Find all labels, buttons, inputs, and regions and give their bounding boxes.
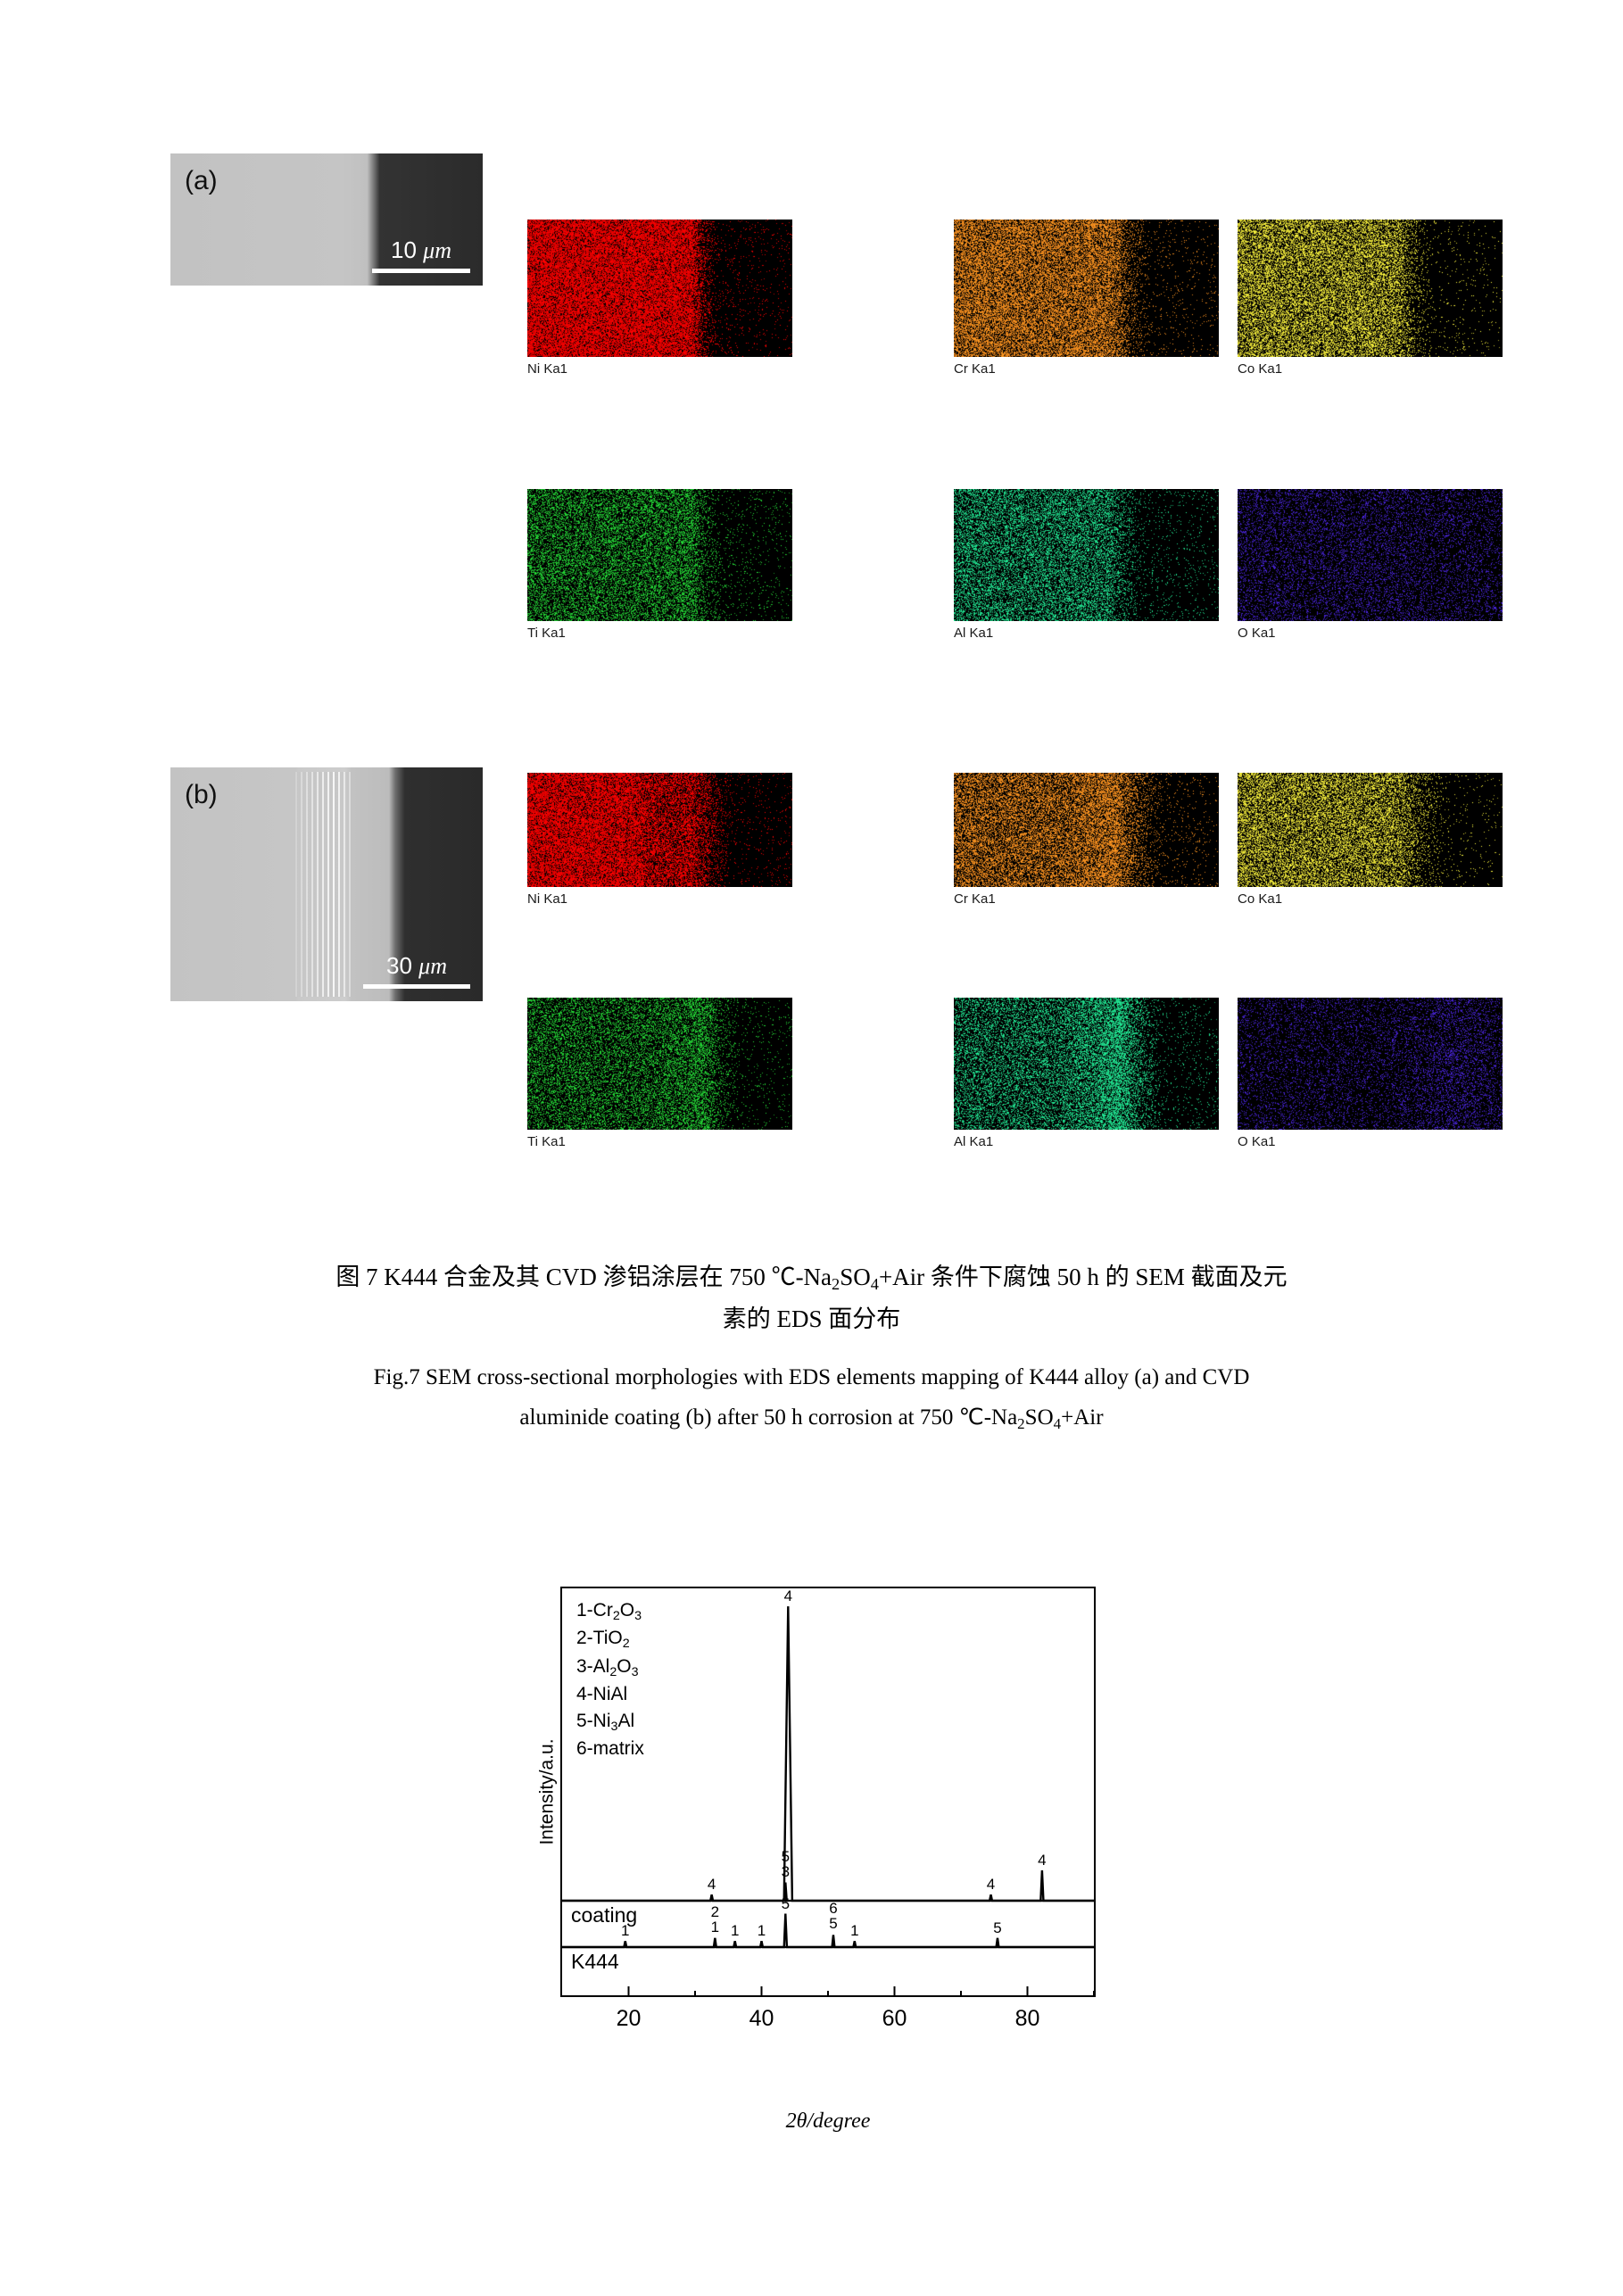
caption-en-part1: aluminide coating (b) after 50 h corrosi… bbox=[519, 1405, 1017, 1430]
xrd-chart: Intensity/a.u. 1-Cr2O3 2-TiO2 3-Al2O3 4-NiA… bbox=[560, 1587, 1096, 1997]
xrd-trace-k444 bbox=[562, 1914, 1094, 1947]
peak-label-k444-54: 1 bbox=[850, 1923, 858, 1938]
eds-map-label-al: Al Ka1 bbox=[954, 1134, 993, 1149]
caption-en-line2: aluminide coating (b) after 50 h corrosi… bbox=[263, 1397, 1361, 1438]
eds-map-label-o: O Ka1 bbox=[1238, 1134, 1276, 1149]
eds-map-al-b-3 bbox=[954, 998, 1219, 1130]
caption-cn-part1: 图 7 K444 合金及其 CVD 渗铝涂层在 750 ℃-Na bbox=[335, 1264, 832, 1290]
eds-map-cr-a-0 bbox=[954, 220, 1219, 357]
xrd-traces: 4 4 5 3 4 4 1 2 1 1 1 5 6 5 1 5 coating K444 bbox=[560, 1587, 1096, 1997]
peak-label-k444-33: 21 bbox=[711, 1904, 719, 1935]
caption-english: Fig.7 SEM cross-sectional morphologies w… bbox=[263, 1357, 1361, 1438]
xtick-80: 80 bbox=[1015, 2006, 1040, 2032]
eds-map-label-cr: Cr Ka1 bbox=[954, 361, 996, 377]
peak-label-k444-50.8: 65 bbox=[829, 1901, 837, 1931]
eds-map-grid: Ni Ka1 Cr Ka1 Co Ka1 Ti Ka1 Al Ka1 O Ka1 Ni Ka… bbox=[0, 0, 1623, 1249]
peak-label-k444-40: 1 bbox=[758, 1923, 766, 1938]
caption-en-sub1: 2 bbox=[1017, 1414, 1025, 1431]
xrd-y-axis-label: Intensity/a.u. bbox=[537, 1738, 559, 1844]
xtick-60: 60 bbox=[882, 2006, 907, 2032]
eds-map-co-a-0 bbox=[1238, 220, 1503, 357]
xrd-x-axis: 20 40 60 80 2θ/degree bbox=[560, 1997, 1096, 2149]
caption-chinese: 图 7 K444 合金及其 CVD 渗铝涂层在 750 ℃-Na2SO4+Air… bbox=[228, 1256, 1396, 1341]
figure-caption: 图 7 K444 合金及其 CVD 渗铝涂层在 750 ℃-Na2SO4+Air… bbox=[0, 1256, 1623, 1438]
eds-map-cr-b-2 bbox=[954, 773, 1219, 887]
xrd-tick-marks bbox=[560, 1983, 1096, 1997]
peak-label-coating-32.5: 4 bbox=[708, 1877, 716, 1892]
eds-map-ni-a-0 bbox=[527, 220, 792, 357]
caption-cn-line2: 素的 EDS 面分布 bbox=[228, 1298, 1396, 1340]
trace-label-k444: K444 bbox=[571, 1950, 619, 1974]
peak-label-k444-75.5: 5 bbox=[993, 1920, 1001, 1935]
caption-en-part2: SO bbox=[1025, 1405, 1054, 1430]
caption-cn-sub1: 2 bbox=[832, 1275, 840, 1293]
xtick-40: 40 bbox=[749, 2006, 774, 2032]
eds-map-label-co: Co Ka1 bbox=[1238, 891, 1282, 907]
peak-label-k444-36: 1 bbox=[731, 1923, 739, 1938]
peak-label-coating-44: 4 bbox=[784, 1588, 792, 1604]
eds-map-label-ti: Ti Ka1 bbox=[527, 626, 566, 641]
peak-label-coating-43.6: 53 bbox=[782, 1849, 790, 1879]
eds-map-label-cr: Cr Ka1 bbox=[954, 891, 996, 907]
eds-map-co-b-2 bbox=[1238, 773, 1503, 887]
caption-cn-sub2: 4 bbox=[871, 1275, 879, 1293]
eds-map-o-a-1 bbox=[1238, 489, 1503, 621]
xrd-svg bbox=[560, 1587, 1096, 1997]
eds-map-label-ni: Ni Ka1 bbox=[527, 361, 567, 377]
figure-7-eds-mapping: (a) 10 μm (b) 30 μm Ni Ka1 Cr Ka1 Co Ka1 Ti… bbox=[0, 0, 1623, 1249]
caption-en-line1: Fig.7 SEM cross-sectional morphologies w… bbox=[263, 1357, 1361, 1397]
eds-map-label-o: O Ka1 bbox=[1238, 626, 1276, 641]
eds-map-ti-a-1 bbox=[527, 489, 792, 621]
xtick-20: 20 bbox=[617, 2006, 642, 2032]
eds-map-label-al: Al Ka1 bbox=[954, 626, 993, 641]
eds-map-label-ni: Ni Ka1 bbox=[527, 891, 567, 907]
xrd-x-axis-label: 2θ/degree bbox=[560, 2110, 1096, 2134]
eds-map-ti-b-3 bbox=[527, 998, 792, 1130]
eds-map-label-ti: Ti Ka1 bbox=[527, 1134, 566, 1149]
peak-label-k444-43.6: 5 bbox=[782, 1896, 790, 1911]
eds-map-o-b-3 bbox=[1238, 998, 1503, 1130]
peak-label-coating-74.5: 4 bbox=[987, 1877, 995, 1892]
eds-map-label-co: Co Ka1 bbox=[1238, 361, 1282, 377]
caption-cn-part2: SO bbox=[840, 1264, 871, 1290]
caption-cn-part3: +Air 条件下腐蚀 50 h 的 SEM 截面及元 bbox=[879, 1264, 1288, 1290]
caption-en-sub2: 4 bbox=[1054, 1414, 1062, 1431]
xrd-x-tick-labels: 20 40 60 80 bbox=[560, 1997, 1096, 2033]
xrd-trace-coating bbox=[562, 1606, 1094, 1901]
peak-label-coating-82.2: 4 bbox=[1038, 1853, 1046, 1868]
caption-en-part3: +Air bbox=[1061, 1405, 1103, 1430]
eds-map-ni-b-2 bbox=[527, 773, 792, 887]
trace-label-coating: coating bbox=[571, 1903, 637, 1927]
eds-map-al-a-1 bbox=[954, 489, 1219, 621]
